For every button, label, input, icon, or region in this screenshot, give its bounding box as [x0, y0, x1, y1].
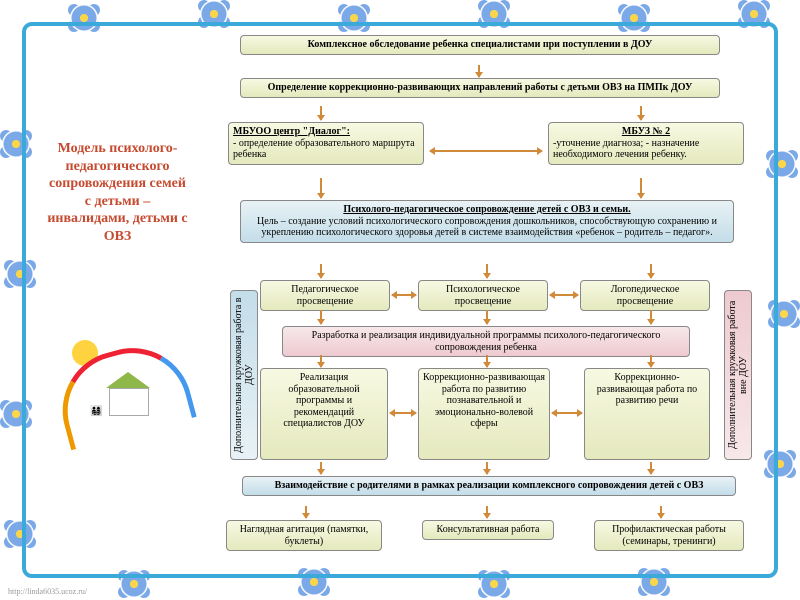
box-support-body: Цель – создание условий психологического… [257, 216, 717, 239]
side-label-in-dou: Дополнительная кружковая работа в ДОУ [230, 290, 258, 460]
arrow [478, 65, 480, 77]
arrow [320, 178, 322, 198]
box-corrective-speech: Коррекционно-развивающая работа по разви… [584, 368, 710, 460]
arrow [650, 462, 652, 474]
box-psy-enlightenment: Психологическое просвещение [418, 280, 548, 311]
arrow [650, 310, 652, 324]
box-determine-directions: Определение коррекционно-развивающих нап… [240, 78, 720, 98]
box-psycho-ped-support: Психолого-педагогическое сопровождение д… [240, 200, 734, 243]
box-ped-enlightenment: Педагогическое просвещение [260, 280, 390, 311]
arrow [486, 506, 488, 518]
arrow-double [430, 150, 542, 152]
box-support-head: Психолого-педагогическое сопровождение д… [343, 204, 630, 215]
arrow [320, 310, 322, 324]
box-visual-agitation: Наглядная агитация (памятки, буклеты) [226, 520, 382, 551]
arrow [320, 462, 322, 474]
arrow [640, 106, 642, 120]
box-speech-enlightenment: Логопедическое просвещение [580, 280, 710, 311]
arrow-double [550, 294, 578, 296]
box-consultative: Консультативная работа [422, 520, 554, 540]
side-label-out-dou: Дополнительная кружковая работа вне ДОУ [724, 290, 752, 460]
arrow [486, 264, 488, 278]
box-parent-interaction: Взаимодействие с родителями в рамках реа… [242, 476, 736, 496]
arrow [486, 355, 488, 367]
box-corrective-cognitive: Коррекционно-развивающая работа по разви… [418, 368, 550, 460]
arrow [320, 106, 322, 120]
arrow [650, 264, 652, 278]
arrow-double [552, 412, 582, 414]
arrow-double [392, 294, 416, 296]
box-dialog-body: - определение образовательного маршрута … [233, 138, 415, 161]
arrow [650, 355, 652, 367]
arrow [320, 355, 322, 367]
box-mbuz2: МБУЗ № 2 -уточнение диагноза; - назначен… [548, 122, 744, 165]
arrow [305, 506, 307, 518]
arrow [660, 506, 662, 518]
arrow [320, 264, 322, 278]
illustration: 👨‍👩‍👧‍👦 [60, 340, 180, 440]
arrow [486, 310, 488, 324]
box-dialog-head: МБУОО центр "Диалог": [233, 126, 350, 137]
arrow [486, 462, 488, 474]
box-preventive: Профилактическая работы (семинары, трени… [594, 520, 744, 551]
box-mbuz2-body: -уточнение диагноза; - назначение необхо… [553, 138, 699, 161]
arrow [640, 178, 642, 198]
box-realization-program: Реализация образовательной программы и р… [260, 368, 388, 460]
box-mbuz2-head: МБУЗ № 2 [553, 126, 739, 138]
box-comprehensive-exam: Комплексное обследование ребенка специал… [240, 35, 720, 55]
arrow-double [390, 412, 416, 414]
box-dialog-center: МБУОО центр "Диалог": - определение обра… [228, 122, 424, 165]
footer-url: http://linda6035.ucoz.ru/ [8, 587, 87, 596]
box-individual-program: Разработка и реализация индивидуальной п… [282, 326, 690, 357]
diagram-title: Модель психолого-педагогического сопрово… [45, 140, 190, 245]
